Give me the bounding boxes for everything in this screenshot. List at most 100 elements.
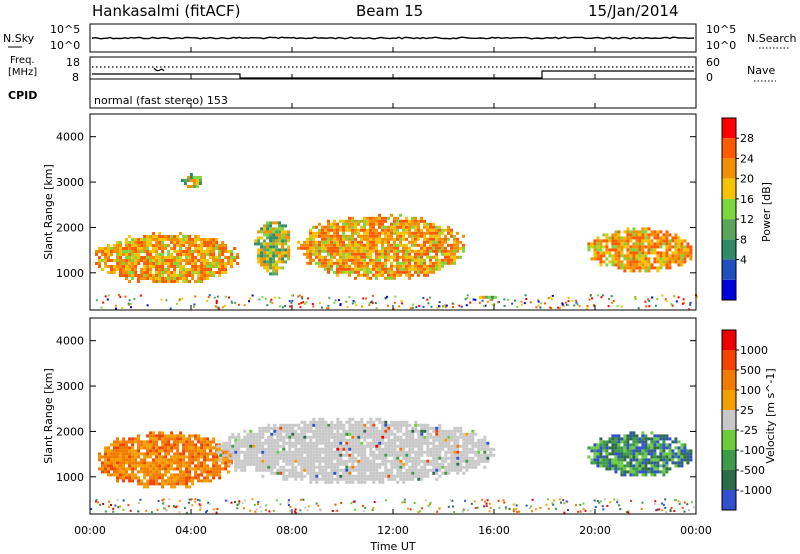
power-cell xyxy=(263,260,267,264)
velocity-cell xyxy=(155,482,159,486)
velocity-cell xyxy=(614,449,618,453)
velocity-cell xyxy=(444,456,448,460)
velocity-cell xyxy=(309,480,313,484)
power-cell xyxy=(590,242,594,246)
power-cell xyxy=(644,245,648,249)
power-cell xyxy=(176,280,180,283)
velocity-cell xyxy=(414,426,418,430)
power-cell xyxy=(238,303,240,306)
velocity-cell xyxy=(258,447,262,451)
velocity-cell xyxy=(140,461,144,465)
power-cell xyxy=(438,267,441,271)
velocity-cell xyxy=(375,435,379,439)
velocity-cell xyxy=(318,450,322,454)
velocity-cell xyxy=(492,453,496,457)
power-cell xyxy=(529,301,532,304)
velocity-cell xyxy=(182,452,186,456)
power-cell xyxy=(269,224,273,228)
velocity-cell xyxy=(656,508,659,511)
velocity-cell xyxy=(167,464,171,468)
velocity-cell xyxy=(599,461,603,465)
power-cell xyxy=(269,251,273,255)
power-cell xyxy=(426,237,429,241)
velocity-cell xyxy=(336,468,340,472)
power-cell xyxy=(617,254,621,258)
velocity-cell xyxy=(255,453,259,457)
power-cell xyxy=(170,235,174,238)
power-cell xyxy=(653,260,657,264)
power-cell xyxy=(620,248,624,252)
power-cell xyxy=(215,271,219,274)
velocity-cell xyxy=(246,456,250,460)
velocity-cell xyxy=(668,467,672,471)
power-cell xyxy=(275,230,279,234)
power-cell xyxy=(462,243,465,247)
velocity-cell xyxy=(173,452,177,456)
velocity-cell xyxy=(152,443,156,447)
velocity-cell xyxy=(656,437,660,441)
velocity-cell xyxy=(456,459,460,463)
power-cell xyxy=(369,252,372,256)
velocity-cell xyxy=(635,473,639,477)
velocity-cell xyxy=(140,440,144,444)
power-cell xyxy=(167,280,171,283)
velocity-cell xyxy=(318,417,322,421)
power-cell xyxy=(641,233,645,237)
velocity-cell xyxy=(255,435,259,439)
power-cell xyxy=(423,270,426,274)
velocity-cell xyxy=(137,476,141,480)
power-cell xyxy=(357,219,360,223)
power-cell xyxy=(125,262,128,265)
velocity-cell xyxy=(614,467,618,471)
power-cell xyxy=(300,246,303,250)
velocity-cell xyxy=(131,458,135,462)
velocity-cell xyxy=(140,458,144,462)
velocity-cell xyxy=(288,459,292,463)
power-cell xyxy=(354,255,357,259)
velocity-cell xyxy=(357,477,361,481)
power-cell xyxy=(128,247,132,250)
velocity-cell xyxy=(270,435,274,439)
velocity-cell xyxy=(155,473,159,477)
power-cell xyxy=(327,246,330,250)
power-cell xyxy=(119,265,122,268)
y-tick-label: 1000 xyxy=(56,471,84,484)
power-cell xyxy=(330,228,333,232)
velocity-cell xyxy=(345,471,349,475)
power-cell xyxy=(197,268,201,271)
velocity-cell xyxy=(113,440,116,444)
power-cell xyxy=(387,240,390,244)
velocity-cell xyxy=(306,429,310,433)
velocity-cell xyxy=(164,458,168,462)
power-cell xyxy=(307,297,310,300)
velocity-cell xyxy=(375,426,379,430)
velocity-cell xyxy=(641,467,645,471)
velocity-cell xyxy=(146,467,150,471)
power-cell xyxy=(346,306,349,308)
power-cell xyxy=(411,243,414,247)
power-cell xyxy=(173,241,177,244)
power-cell xyxy=(635,233,639,237)
velocity-cell xyxy=(426,453,430,457)
power-cell xyxy=(677,251,681,255)
velocity-cell xyxy=(209,452,213,456)
power-cell xyxy=(182,274,186,277)
velocity-cell xyxy=(282,423,286,427)
velocity-cell xyxy=(641,470,645,474)
velocity-cell xyxy=(182,476,186,480)
power-cell xyxy=(363,234,366,238)
power-cell xyxy=(327,219,330,223)
velocity-cell xyxy=(291,453,295,457)
power-cell xyxy=(281,230,285,234)
velocity-cell xyxy=(294,438,298,442)
velocity-cell xyxy=(333,471,337,475)
velocity-cell xyxy=(686,449,690,453)
velocity-cell xyxy=(315,447,319,451)
velocity-cell xyxy=(336,509,339,512)
velocity-cell xyxy=(324,420,328,424)
power-cell xyxy=(107,294,110,297)
velocity-cell xyxy=(267,429,271,433)
power-cell xyxy=(134,271,138,274)
power-cell xyxy=(656,233,660,237)
power-cell xyxy=(372,273,375,277)
